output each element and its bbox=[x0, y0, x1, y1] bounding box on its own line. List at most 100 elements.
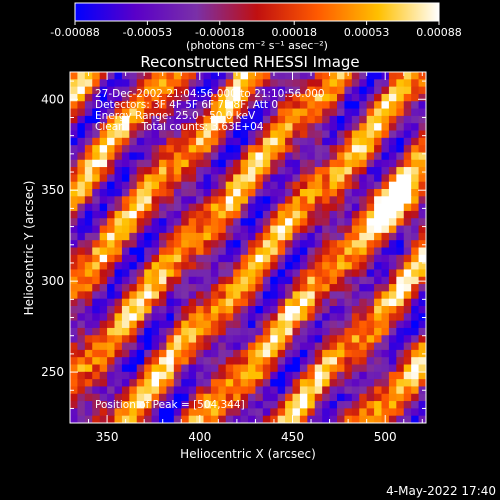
heatmap-pixel bbox=[151, 349, 160, 358]
heatmap-pixel bbox=[255, 415, 264, 423]
heatmap-pixel bbox=[233, 225, 242, 234]
heatmap-pixel bbox=[181, 232, 190, 241]
heatmap-pixel bbox=[344, 115, 353, 124]
heatmap-pixel bbox=[403, 342, 412, 351]
heatmap-pixel bbox=[144, 203, 153, 212]
heatmap-pixel bbox=[292, 247, 301, 256]
heatmap-pixel bbox=[136, 386, 145, 395]
heatmap-pixel bbox=[322, 401, 331, 409]
heatmap-pixel bbox=[70, 167, 79, 175]
heatmap-pixel bbox=[262, 320, 271, 329]
heatmap-pixel bbox=[114, 379, 123, 388]
heatmap-pixel bbox=[255, 379, 264, 388]
heatmap-pixel bbox=[210, 86, 219, 95]
heatmap-pixel bbox=[92, 415, 101, 423]
heatmap-pixel bbox=[292, 225, 301, 234]
heatmap-pixel bbox=[329, 320, 338, 329]
heatmap-pixel bbox=[77, 86, 86, 95]
heatmap-pixel bbox=[107, 137, 116, 146]
heatmap-pixel bbox=[344, 401, 353, 409]
heatmap-pixel bbox=[411, 86, 420, 95]
heatmap-pixel bbox=[396, 415, 405, 423]
heatmap-pixel bbox=[292, 240, 301, 249]
heatmap-pixel bbox=[418, 210, 426, 219]
heatmap-pixel bbox=[92, 115, 101, 124]
heatmap-pixel bbox=[299, 218, 308, 227]
heatmap-pixel bbox=[144, 72, 153, 80]
heatmap-pixel bbox=[159, 240, 168, 249]
heatmap-pixel bbox=[314, 232, 323, 241]
heatmap-pixel bbox=[218, 393, 227, 402]
heatmap-pixel bbox=[136, 327, 145, 336]
heatmap-pixel bbox=[396, 115, 405, 124]
heatmap-pixel bbox=[188, 284, 197, 292]
heatmap-pixel bbox=[374, 393, 383, 402]
heatmap-pixel bbox=[181, 313, 190, 322]
heatmap-pixel bbox=[166, 284, 175, 292]
heatmap-pixel bbox=[285, 240, 294, 249]
heatmap-pixel bbox=[314, 240, 323, 249]
heatmap-pixel bbox=[329, 174, 338, 183]
heatmap-pixel bbox=[262, 210, 271, 219]
heatmap-pixel bbox=[307, 357, 316, 366]
heatmap-pixel bbox=[240, 167, 249, 175]
heatmap-pixel bbox=[129, 298, 138, 307]
heatmap-pixel bbox=[418, 189, 426, 197]
heatmap-pixel bbox=[159, 181, 168, 190]
heatmap-pixel bbox=[418, 262, 426, 271]
heatmap-pixel bbox=[203, 79, 212, 88]
heatmap-pixel bbox=[329, 291, 338, 300]
heatmap-pixel bbox=[210, 130, 219, 139]
heatmap-pixel bbox=[188, 269, 197, 278]
heatmap-pixel bbox=[92, 79, 101, 88]
heatmap-pixel bbox=[270, 232, 279, 241]
heatmap-pixel bbox=[151, 254, 160, 263]
heatmap-pixel bbox=[173, 262, 182, 271]
heatmap-pixel bbox=[159, 232, 168, 241]
heatmap-pixel bbox=[196, 371, 205, 380]
heatmap-pixel bbox=[381, 196, 390, 205]
heatmap-pixel bbox=[70, 181, 79, 190]
heatmap-pixel bbox=[411, 254, 420, 263]
heatmap-pixel bbox=[188, 415, 197, 423]
heatmap-pixel bbox=[240, 247, 249, 256]
heatmap-pixel bbox=[173, 284, 182, 292]
heatmap-pixel bbox=[196, 401, 205, 409]
heatmap-pixel bbox=[107, 379, 116, 388]
heatmap-pixel bbox=[374, 72, 383, 80]
heatmap-pixel bbox=[144, 79, 153, 88]
heatmap-pixel bbox=[270, 276, 279, 285]
heatmap-pixel bbox=[307, 386, 316, 395]
heatmap-pixel bbox=[129, 145, 138, 154]
heatmap-pixel bbox=[181, 174, 190, 183]
heatmap-pixel bbox=[218, 152, 227, 161]
heatmap-pixel bbox=[314, 262, 323, 271]
heatmap-pixel bbox=[329, 181, 338, 190]
heatmap-pixel bbox=[396, 174, 405, 183]
heatmap-pixel bbox=[299, 415, 308, 423]
heatmap-pixel bbox=[144, 210, 153, 219]
heatmap-pixel bbox=[181, 291, 190, 300]
heatmap-pixel bbox=[344, 79, 353, 88]
heatmap-pixel bbox=[136, 254, 145, 263]
heatmap-pixel bbox=[173, 298, 182, 307]
heatmap-pixel bbox=[136, 291, 145, 300]
heatmap-pixel bbox=[92, 86, 101, 95]
heatmap-pixel bbox=[92, 371, 101, 380]
heatmap-pixel bbox=[121, 269, 130, 278]
heatmap-pixel bbox=[359, 159, 368, 168]
heatmap-pixel bbox=[277, 357, 286, 366]
heatmap-pixel bbox=[292, 291, 301, 300]
heatmap-pixel bbox=[173, 167, 182, 175]
heatmap-pixel bbox=[329, 152, 338, 161]
heatmap-pixel bbox=[188, 115, 197, 124]
heatmap-pixel bbox=[418, 269, 426, 278]
heatmap-pixel bbox=[77, 174, 86, 183]
heatmap-pixel bbox=[351, 335, 360, 344]
heatmap-pixel bbox=[248, 276, 257, 285]
heatmap-pixel bbox=[114, 225, 123, 234]
heatmap-pixel bbox=[411, 408, 420, 417]
heatmap-pixel bbox=[144, 108, 153, 117]
heatmap-pixel bbox=[396, 86, 405, 95]
heatmap-pixel bbox=[196, 159, 205, 168]
